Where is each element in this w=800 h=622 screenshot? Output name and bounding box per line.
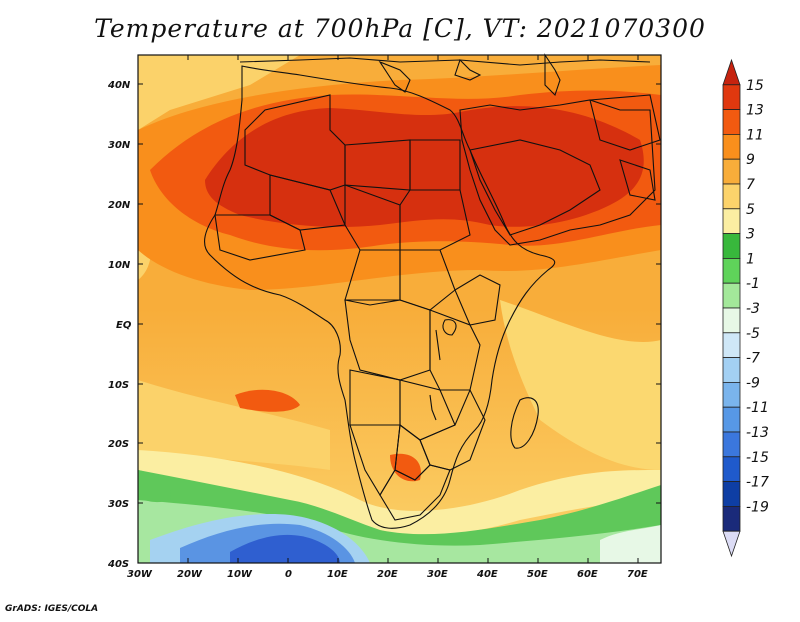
map-frame [137, 54, 662, 564]
lon-label: 40E [476, 569, 498, 580]
zone-south-lightyellow [138, 450, 661, 536]
arabia-iran-coast [459, 99, 656, 246]
lat-label: EQ [116, 320, 132, 331]
colorbar-label: 13 [746, 103, 764, 119]
colorbar-label: 9 [746, 152, 755, 168]
zone-sw-green [138, 470, 171, 503]
lat-label: 10S [108, 380, 129, 391]
lon-labels: 30W 20W 10W 0 10E 20E 30E 40E 50E 60E 70… [127, 569, 648, 580]
colorbar-label: 3 [746, 227, 755, 243]
zone-se-pale [600, 525, 661, 563]
zone-blob-s [390, 453, 421, 482]
zone-sw-yellow [138, 380, 330, 470]
colorbar-swatch [722, 505, 741, 532]
colorbar-label: 5 [746, 202, 755, 218]
colorbar-swatch [722, 381, 741, 408]
colorbar-label: 15 [746, 78, 764, 94]
colorbar-swatch [722, 109, 741, 135]
madagascar [510, 397, 539, 449]
colorbar-label: -9 [746, 375, 760, 391]
colorbar-swatch [722, 158, 741, 185]
zone-cold-deep [230, 534, 340, 563]
lat-labels: 40N 30N 20N 10N EQ 10S 20S 30S 40S [107, 80, 132, 570]
colorbar-swatch [722, 307, 741, 334]
lake-malawi [429, 394, 437, 421]
colorbar-swatch [722, 58, 741, 86]
colorbar-label: -3 [746, 301, 760, 317]
colorbar-swatch [722, 282, 741, 309]
lat-label: 30N [108, 140, 131, 151]
lake-tanganyika [435, 329, 441, 361]
temperature-field [138, 55, 661, 563]
lake-victoria [442, 319, 457, 336]
colorbar-swatch [722, 332, 741, 358]
lat-label: 20S [108, 439, 129, 450]
zone-nw-yellow [138, 55, 300, 130]
zone-red-core [205, 106, 644, 227]
lon-label: 30W [127, 569, 153, 580]
ticks [138, 55, 661, 563]
africa-coast [204, 65, 556, 529]
colorbar-swatch [722, 406, 741, 433]
lon-label: 0 [285, 569, 292, 580]
lon-label: 30E [427, 569, 448, 580]
colorbar-label: -19 [746, 499, 769, 515]
border-india-pak [619, 159, 656, 201]
border-car [344, 249, 401, 306]
colorbar-swatch [722, 208, 741, 235]
lat-label: 40S [107, 559, 129, 570]
border-southafrica [379, 464, 451, 521]
colorbar-swatch [722, 357, 741, 383]
border-drc [344, 299, 431, 381]
colorbar-swatch [722, 257, 741, 284]
lon-label: 20E [377, 569, 398, 580]
colorbar-swatch [722, 233, 741, 259]
lat-label: 40N [107, 80, 131, 91]
lon-label: 60E [577, 569, 598, 580]
colorbar-label: -7 [746, 351, 760, 367]
lon-label: 10E [327, 569, 348, 580]
border-mozambique [419, 388, 486, 471]
colorbar-label: 7 [746, 177, 755, 193]
colorbar-swatch [722, 133, 741, 160]
lon-label: 10W [227, 569, 253, 580]
border-saudi [469, 139, 601, 236]
lat-label: 20N [108, 200, 131, 211]
colorbar-swatch [722, 183, 741, 210]
colorbar-swatch [722, 84, 741, 111]
colorbar-label: -11 [746, 400, 769, 416]
coastlines [204, 53, 661, 529]
border-niger-mali [269, 174, 346, 231]
lon-label: 20W [177, 569, 203, 580]
colorbar-label: -5 [746, 326, 760, 342]
lat-label: 30S [108, 499, 129, 510]
colorbar-label: -15 [746, 450, 769, 466]
italy-coast [378, 60, 411, 93]
caspian-coast [544, 53, 561, 97]
border-kenya [454, 274, 501, 326]
border-iran-afg [589, 94, 661, 151]
colorbar: 15 13 11 9 7 5 3 1 -1 -3 -5 -7 -9 -11 -13 -15 -17 -19 [722, 58, 769, 558]
colorbar-swatch [722, 530, 741, 558]
colorbar-swatch [722, 481, 741, 507]
map-title: Temperature at 700hPa [C], VT: 202107030… [94, 14, 706, 43]
border-westafrica [214, 214, 306, 261]
greece-coast [454, 58, 482, 81]
colorbar-swatch [722, 456, 741, 482]
lon-label: 70E [627, 569, 648, 580]
colorbar-label: -1 [746, 276, 760, 292]
grads-credit: GrADS: IGES/COLA [5, 604, 99, 614]
colorbar-label: 11 [746, 127, 764, 143]
zone-blob-sw [235, 389, 300, 412]
colorbar-label: -17 [746, 475, 769, 491]
colorbar-label: 1 [746, 251, 755, 267]
lon-label: 50E [527, 569, 548, 580]
colorbar-swatch [722, 431, 741, 458]
lat-label: 10N [108, 260, 131, 271]
zone-e-yellow [500, 300, 661, 470]
colorbar-label: -13 [746, 425, 769, 441]
